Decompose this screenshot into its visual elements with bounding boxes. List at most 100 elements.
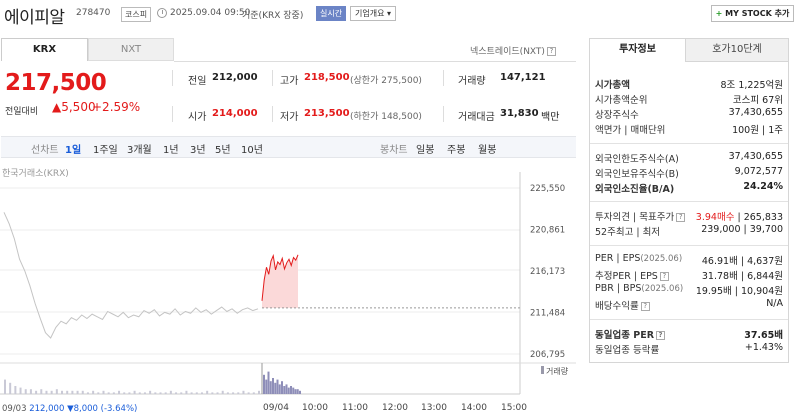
bps-value: 10,904원 xyxy=(741,286,783,297)
today-price-line xyxy=(261,253,299,301)
line-chart-button[interactable]: 선차트 xyxy=(31,145,59,156)
w52-high-value: 239,000 xyxy=(701,224,741,235)
x-tick-label: 14:00 xyxy=(461,403,487,413)
market-cap-rank-value: 코스피 67위 xyxy=(732,95,783,106)
nextrade-info[interactable]: 넥스트레이드(NXT)? xyxy=(470,44,556,57)
low-value: 213,500 xyxy=(304,108,350,119)
per-value: 46.91배 xyxy=(701,256,738,267)
high-value: 218,500 xyxy=(304,72,350,83)
section-divider xyxy=(590,143,788,144)
volume-bar xyxy=(296,389,299,394)
change-value: ▲5,500 xyxy=(52,100,96,114)
period-1d[interactable]: 1일 xyxy=(65,145,82,156)
tab-krx[interactable]: KRX xyxy=(1,38,88,61)
section-divider xyxy=(590,245,788,246)
volume-bar xyxy=(216,392,219,394)
volume-bar xyxy=(128,392,131,394)
volume-bar xyxy=(294,389,297,394)
info-row: 추정PER | EPS? 31.78배 | 6,844원 xyxy=(595,268,783,282)
info-row: 배당수익률? N/A xyxy=(595,298,783,312)
period-10y[interactable]: 10년 xyxy=(241,145,263,156)
period-3m[interactable]: 3개월 xyxy=(127,145,152,156)
x-tick-label: 10:00 xyxy=(302,403,328,413)
target-label: 목표주가 xyxy=(639,212,675,223)
info-row: 시가총액순위 코스피 67위 xyxy=(595,92,783,106)
volume-bar xyxy=(211,392,214,394)
info-row: 투자의견 | 목표주가? 3.94매수 | 265,833 xyxy=(595,209,783,223)
add-my-stock-button[interactable]: + MY STOCK 추가 xyxy=(711,5,794,22)
volume-bar xyxy=(45,390,48,394)
period-3y[interactable]: 3년 xyxy=(190,145,206,156)
par-value-value: 100원 | 1주 xyxy=(732,125,783,136)
help-icon[interactable]: ? xyxy=(656,331,666,340)
y-tick-label: 220,861 xyxy=(530,226,565,236)
divider xyxy=(172,70,173,86)
company-overview-dropdown[interactable]: 기업개요 ▾ xyxy=(350,6,396,21)
help-icon[interactable]: ? xyxy=(659,272,669,281)
caption-pct: (-3.64%) xyxy=(100,404,138,414)
realtime-button[interactable]: 실시간 xyxy=(316,6,347,21)
volume-legend-label: 거래량 xyxy=(546,366,569,376)
x-tick-label: 13:00 xyxy=(421,403,447,413)
x-tick-label: 09/04 xyxy=(263,403,289,413)
volume-bar xyxy=(276,379,279,394)
period-1w[interactable]: 1주일 xyxy=(93,145,118,156)
volume-bar xyxy=(118,390,121,394)
volume-bar xyxy=(185,390,188,394)
candle-daily[interactable]: 일봉 xyxy=(416,145,435,156)
help-icon[interactable]: ? xyxy=(546,47,556,56)
help-icon[interactable]: ? xyxy=(676,213,686,222)
foreign-holding-value: 9,072,577 xyxy=(734,166,783,177)
period-1y[interactable]: 1년 xyxy=(163,145,179,156)
per-eps-value: 46.91배 | 4,637원 xyxy=(701,256,783,267)
dividend-label-text: 배당수익률 xyxy=(595,301,639,312)
volume-bars xyxy=(4,371,301,394)
caption-change: ▼8,000 xyxy=(67,404,98,414)
foreign-ratio-label: 외국인소진율(B/A) xyxy=(595,184,675,195)
volume-bar xyxy=(206,390,209,394)
est-per-eps-label: 추정PER | EPS? xyxy=(595,268,669,282)
tab-divider xyxy=(174,61,576,62)
tab-nxt[interactable]: NXT xyxy=(88,38,174,61)
volume-bar xyxy=(237,392,240,394)
amount-unit: 백만 xyxy=(541,112,560,123)
y-tick-label: 206,795 xyxy=(530,350,565,360)
volume-bar xyxy=(123,392,126,394)
volume-bar xyxy=(252,392,255,394)
volume-value: 147,121 xyxy=(500,72,546,83)
candle-monthly[interactable]: 월봉 xyxy=(478,145,497,156)
info-row: 52주최고 | 최저 239,000 | 39,700 xyxy=(595,224,783,238)
period-5y[interactable]: 5년 xyxy=(215,145,231,156)
candle-weekly[interactable]: 주봉 xyxy=(447,145,466,156)
section-divider xyxy=(590,201,788,202)
info-row: 시가총액 8조 1,225억원 xyxy=(595,77,783,91)
low-label: 저가 xyxy=(280,112,299,123)
per-date: (2025.06) xyxy=(640,254,683,264)
volume-bar xyxy=(4,379,6,394)
info-row: 동일업종 PER? 37.65배 xyxy=(595,327,783,341)
divider xyxy=(272,106,273,122)
info-row: PER | EPS(2025.06) 46.91배 | 4,637원 xyxy=(595,253,783,267)
volume-bar xyxy=(265,379,268,394)
tab-order-book[interactable]: 호가10단계 xyxy=(686,39,788,62)
opinion-target-label: 투자의견 | 목표주가? xyxy=(595,209,686,223)
volume-bar xyxy=(278,384,281,394)
eps-value: 4,637원 xyxy=(747,256,783,267)
nextrade-label: 넥스트레이드(NXT) xyxy=(470,47,545,57)
invest-info-panel: 투자정보 호가10단계 시가총액 8조 1,225억원 시가총액순위 코스피 6… xyxy=(589,38,789,363)
industry-change-value: +1.43% xyxy=(744,342,783,353)
divider xyxy=(443,70,444,86)
pbr-label: PBR xyxy=(595,283,614,294)
candle-chart-button[interactable]: 봉차트 xyxy=(380,145,408,156)
prev-day-price-line xyxy=(3,212,259,339)
exchange-label: 한국거래소(KRX) xyxy=(2,169,69,179)
tab-invest-info[interactable]: 투자정보 xyxy=(590,39,686,62)
change-label: 전일대비 xyxy=(5,107,39,117)
volume-bar xyxy=(81,390,84,394)
x-tick-label: 12:00 xyxy=(382,403,408,413)
chart-period-bar: 선차트 1일 1주일 3개월 1년 3년 5년 10년 봉차트 일봉 주봉 월봉 xyxy=(1,136,576,158)
divider xyxy=(443,106,444,122)
help-icon[interactable]: ? xyxy=(640,302,650,311)
w52-low-label: 최저 xyxy=(642,227,661,238)
